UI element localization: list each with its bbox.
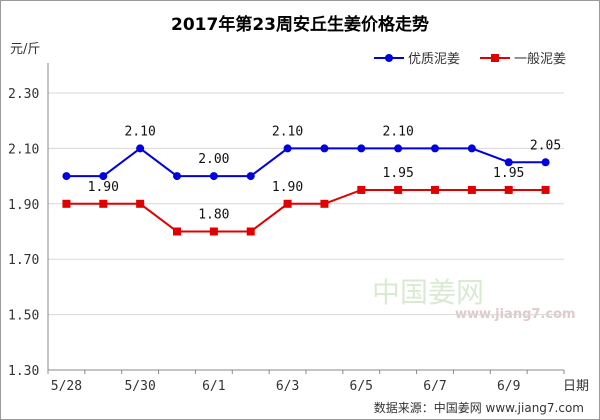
data-label: 2.10 bbox=[272, 124, 303, 139]
data-point bbox=[209, 227, 218, 236]
data-point bbox=[357, 185, 366, 194]
legend-label-premium: 优质泥姜 bbox=[408, 52, 460, 67]
x-tick-label: 5/30 bbox=[124, 379, 155, 394]
data-point bbox=[173, 172, 181, 181]
y-axis-label: 元/斤 bbox=[10, 42, 40, 57]
plot-area: 1.30 1.50 1.70 1.90 2.10 2.30 5/28 5/30 6/1 6/3 6/… bbox=[8, 63, 565, 394]
data-point bbox=[136, 199, 145, 208]
data-point bbox=[209, 172, 218, 181]
data-point bbox=[246, 227, 255, 236]
data-point bbox=[283, 199, 292, 208]
data-point bbox=[541, 185, 550, 194]
data-point bbox=[99, 172, 108, 181]
data-point bbox=[246, 172, 255, 181]
data-point bbox=[320, 199, 329, 208]
data-label: 1.90 bbox=[272, 180, 303, 195]
data-point bbox=[136, 144, 145, 153]
y-tick-label: 2.10 bbox=[8, 142, 39, 157]
legend-label-ordinary: 一般泥姜 bbox=[514, 51, 566, 67]
x-tick-label: 6/5 bbox=[350, 379, 373, 394]
data-label: 2.05 bbox=[530, 138, 561, 153]
data-point bbox=[394, 185, 403, 194]
legend: 优质泥姜 一般泥姜 bbox=[374, 51, 566, 67]
y-tick-label: 1.50 bbox=[8, 309, 39, 324]
x-axis-label: 日期 bbox=[563, 379, 589, 394]
x-tick-label: 6/3 bbox=[276, 379, 299, 394]
data-point bbox=[283, 144, 292, 153]
y-tick-label: 1.90 bbox=[8, 198, 39, 213]
data-point bbox=[62, 199, 71, 208]
data-point bbox=[394, 144, 403, 153]
chart-title: 2017年第23周安丘生姜价格走势 bbox=[171, 14, 429, 35]
data-point bbox=[173, 227, 181, 236]
data-point bbox=[320, 144, 329, 153]
y-tick-label: 2.30 bbox=[8, 87, 39, 102]
data-point bbox=[467, 185, 476, 194]
x-tick-label: 6/9 bbox=[497, 379, 520, 394]
x-tick-label: 5/28 bbox=[51, 379, 82, 394]
data-label: 1.80 bbox=[198, 208, 229, 223]
data-label: 2.10 bbox=[382, 124, 413, 139]
x-tick-label: 6/7 bbox=[423, 379, 446, 394]
data-label: 1.90 bbox=[88, 180, 119, 195]
data-point bbox=[431, 144, 439, 153]
data-point bbox=[467, 144, 476, 153]
y-tick-label: 1.30 bbox=[8, 364, 39, 379]
series-line-2 bbox=[66, 188, 546, 233]
legend-marker-premium bbox=[385, 54, 393, 62]
data-point bbox=[541, 158, 550, 167]
y-tick-label: 1.70 bbox=[8, 253, 39, 268]
data-point bbox=[504, 158, 513, 167]
data-point bbox=[431, 185, 439, 194]
data-point bbox=[357, 144, 366, 153]
data-label: 2.10 bbox=[124, 124, 155, 139]
legend-marker-ordinary bbox=[491, 54, 499, 62]
series-line-1 bbox=[66, 147, 546, 178]
data-source: 数据来源：中国姜网 www.jiang7.com bbox=[374, 400, 584, 415]
watermark-brand: 中国姜网 bbox=[372, 276, 484, 309]
data-label: 1.95 bbox=[493, 166, 524, 181]
data-label: 1.95 bbox=[382, 166, 413, 181]
data-point bbox=[62, 172, 71, 181]
data-point bbox=[504, 185, 513, 194]
data-point bbox=[99, 199, 108, 208]
data-label: 2.00 bbox=[198, 152, 229, 167]
x-tick-label: 6/1 bbox=[202, 379, 225, 394]
